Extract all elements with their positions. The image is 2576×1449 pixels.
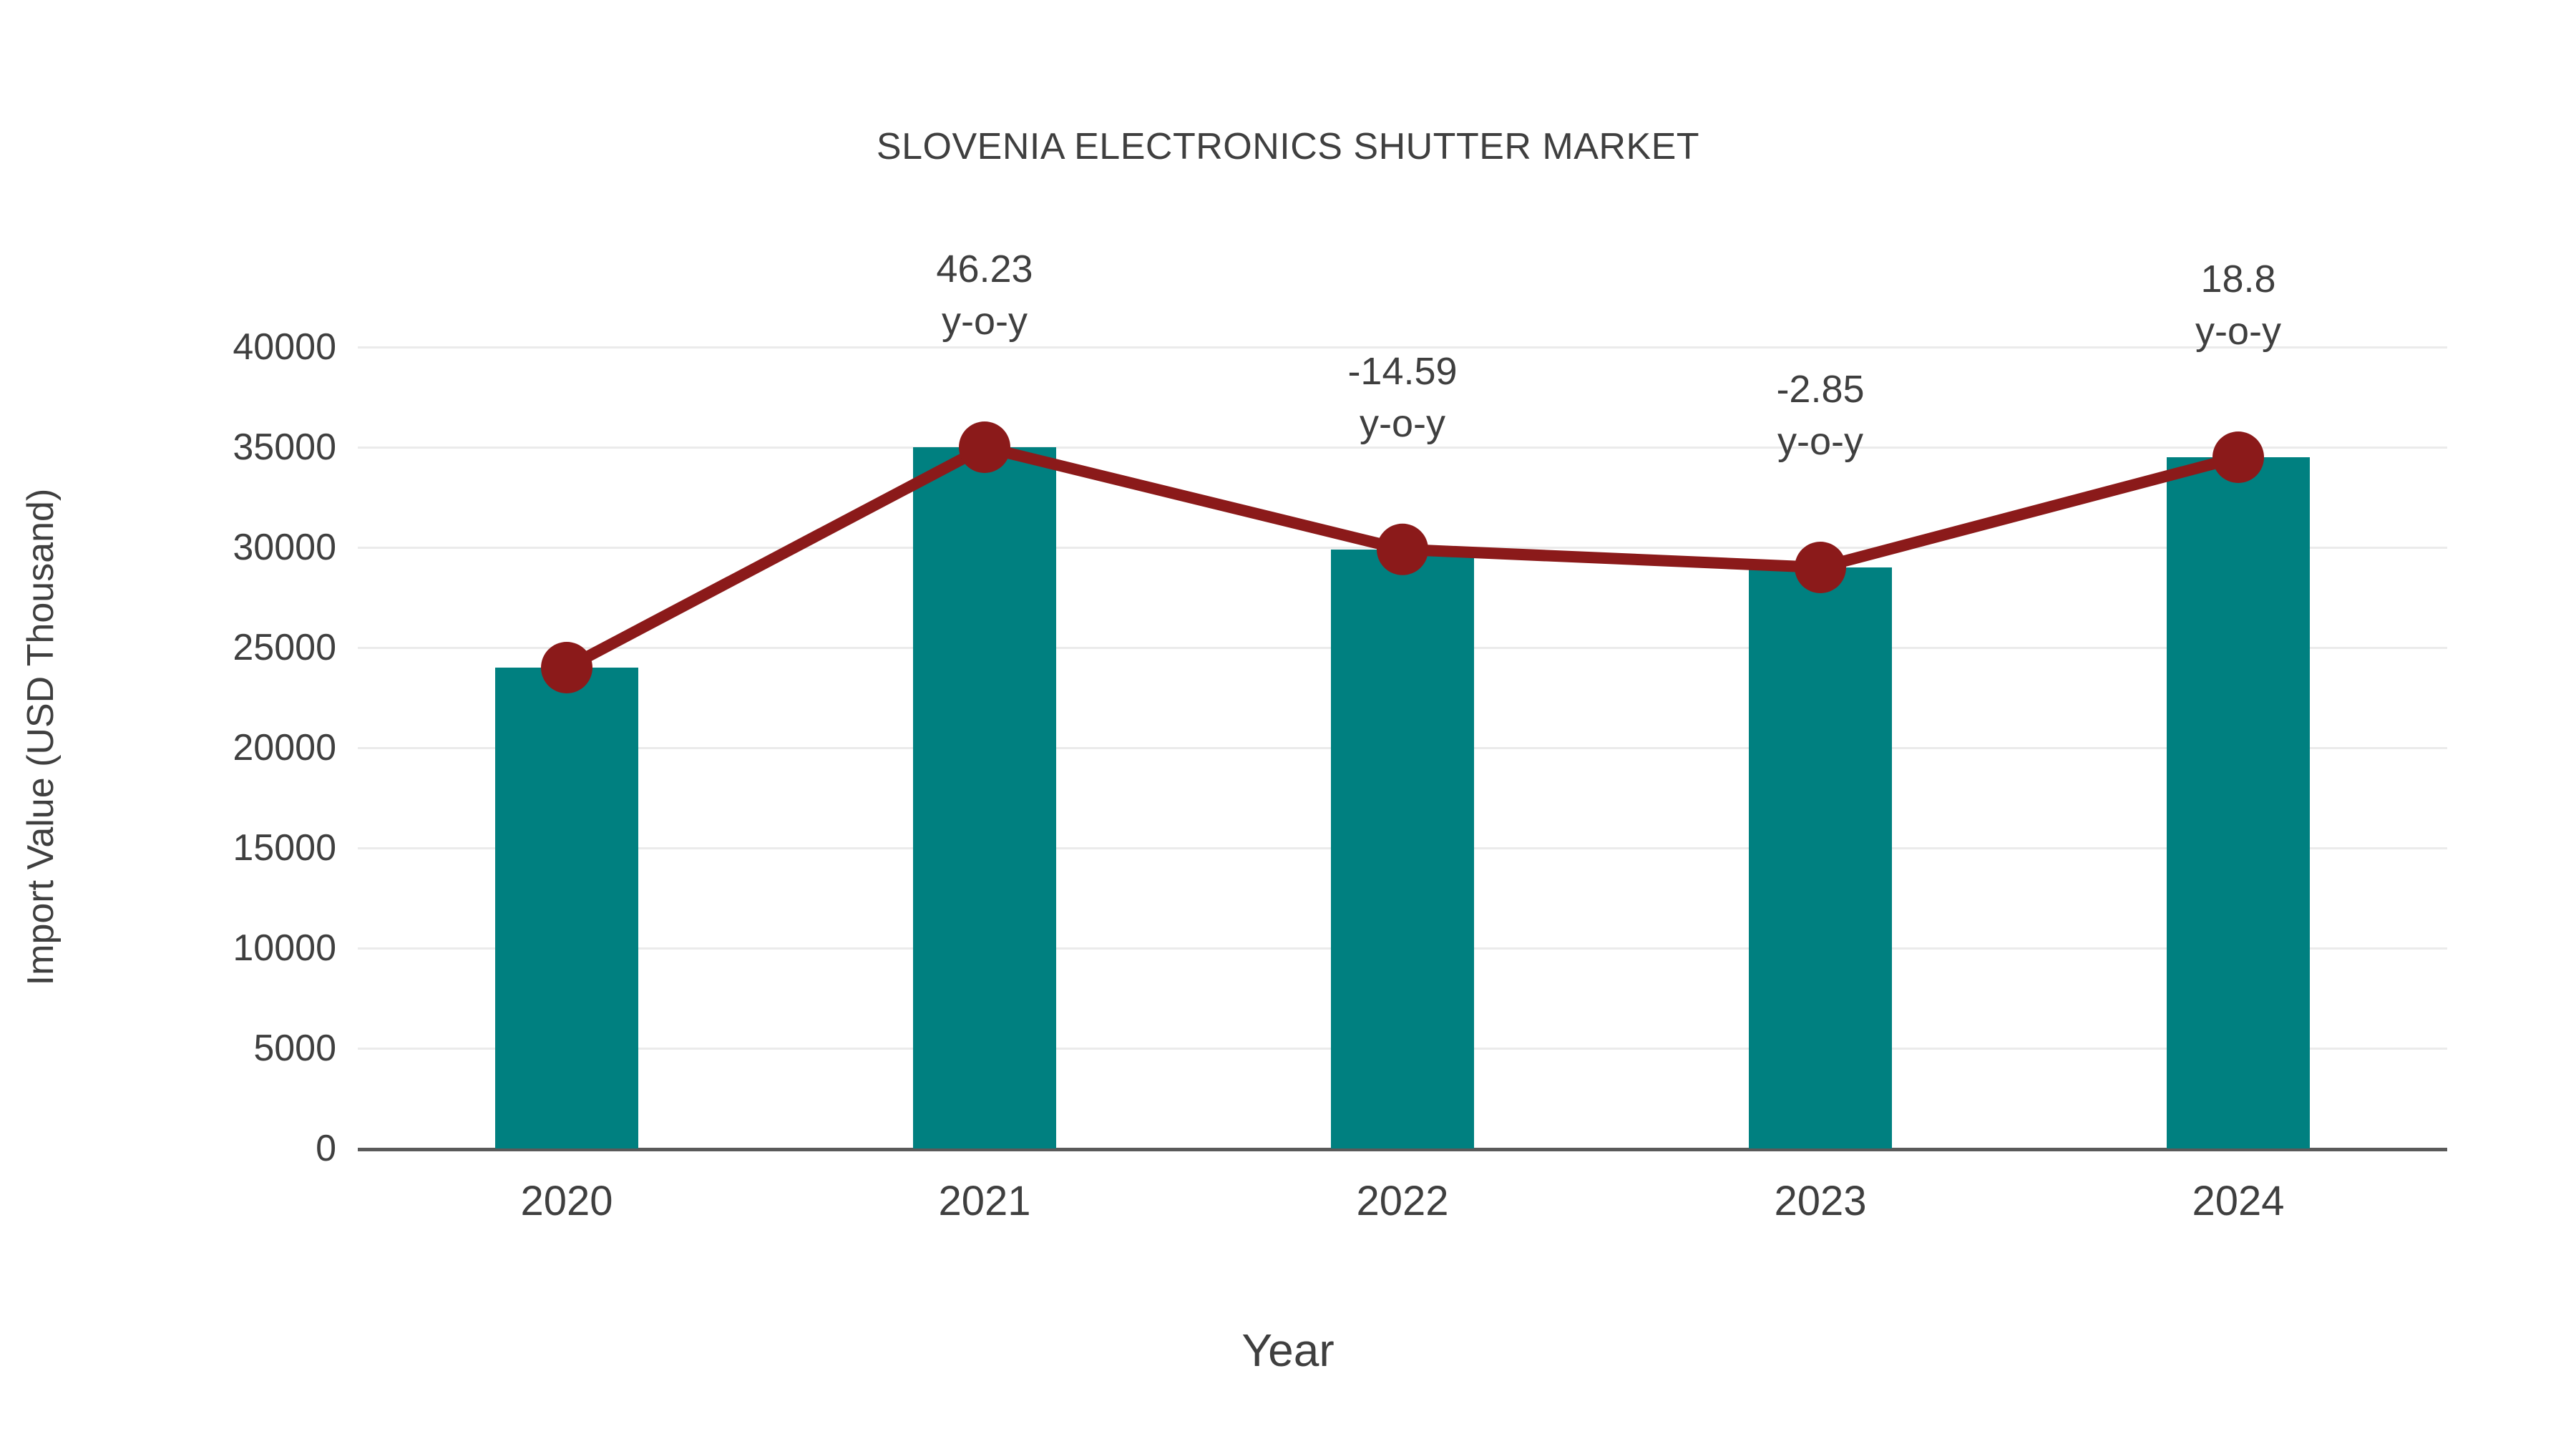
chart-title: SLOVENIA ELECTRONICS SHUTTER MARKET [876, 126, 1700, 167]
x-tick-label-2022: 2022 [1356, 1178, 1449, 1224]
y-tick-label: 35000 [233, 426, 336, 468]
bar-2020 [495, 668, 638, 1148]
annotation-2024: 18.8 y-o-y [2195, 253, 2281, 358]
y-tick-label: 0 [316, 1128, 336, 1169]
annotation-2022: -14.59 y-o-y [1347, 346, 1457, 450]
annotation-value: -2.85 [1776, 368, 1865, 411]
y-axis-title: Import Value (USD Thousand) [20, 488, 62, 986]
annotation-unit: y-o-y [2195, 309, 2281, 353]
bar-2023 [1749, 567, 1892, 1148]
bar-2024 [2167, 457, 2310, 1148]
x-tick-label-2021: 2021 [938, 1178, 1031, 1224]
y-tick-label: 25000 [233, 627, 336, 668]
annotation-unit: y-o-y [1360, 401, 1445, 445]
axis-baseline [358, 1148, 2447, 1151]
x-tick-label-2024: 2024 [2192, 1178, 2285, 1224]
annotation-2023: -2.85 y-o-y [1776, 364, 1864, 468]
annotation-unit: y-o-y [941, 299, 1028, 343]
x-axis-title: Year [1241, 1324, 1335, 1376]
y-tick-label: 10000 [233, 927, 336, 969]
y-tick-label: 20000 [233, 727, 336, 769]
y-tick-label: 30000 [233, 527, 336, 568]
annotation-value: -14.59 [1347, 349, 1458, 393]
annotation-2021: 46.23 y-o-y [936, 243, 1033, 348]
annotation-unit: y-o-y [1777, 419, 1863, 463]
y-tick-label: 15000 [233, 827, 336, 869]
x-tick-label-2020: 2020 [520, 1178, 613, 1224]
x-tick-label-2023: 2023 [1774, 1178, 1867, 1224]
annotation-value: 46.23 [936, 248, 1033, 291]
bar-2021 [913, 447, 1056, 1148]
gridline [358, 547, 2447, 549]
y-tick-label: 40000 [233, 326, 336, 368]
plot-area [358, 346, 2447, 1151]
gridline [358, 346, 2447, 348]
bar-2022 [1331, 549, 1474, 1148]
annotation-value: 18.8 [2200, 258, 2276, 301]
y-tick-label: 5000 [253, 1028, 336, 1069]
